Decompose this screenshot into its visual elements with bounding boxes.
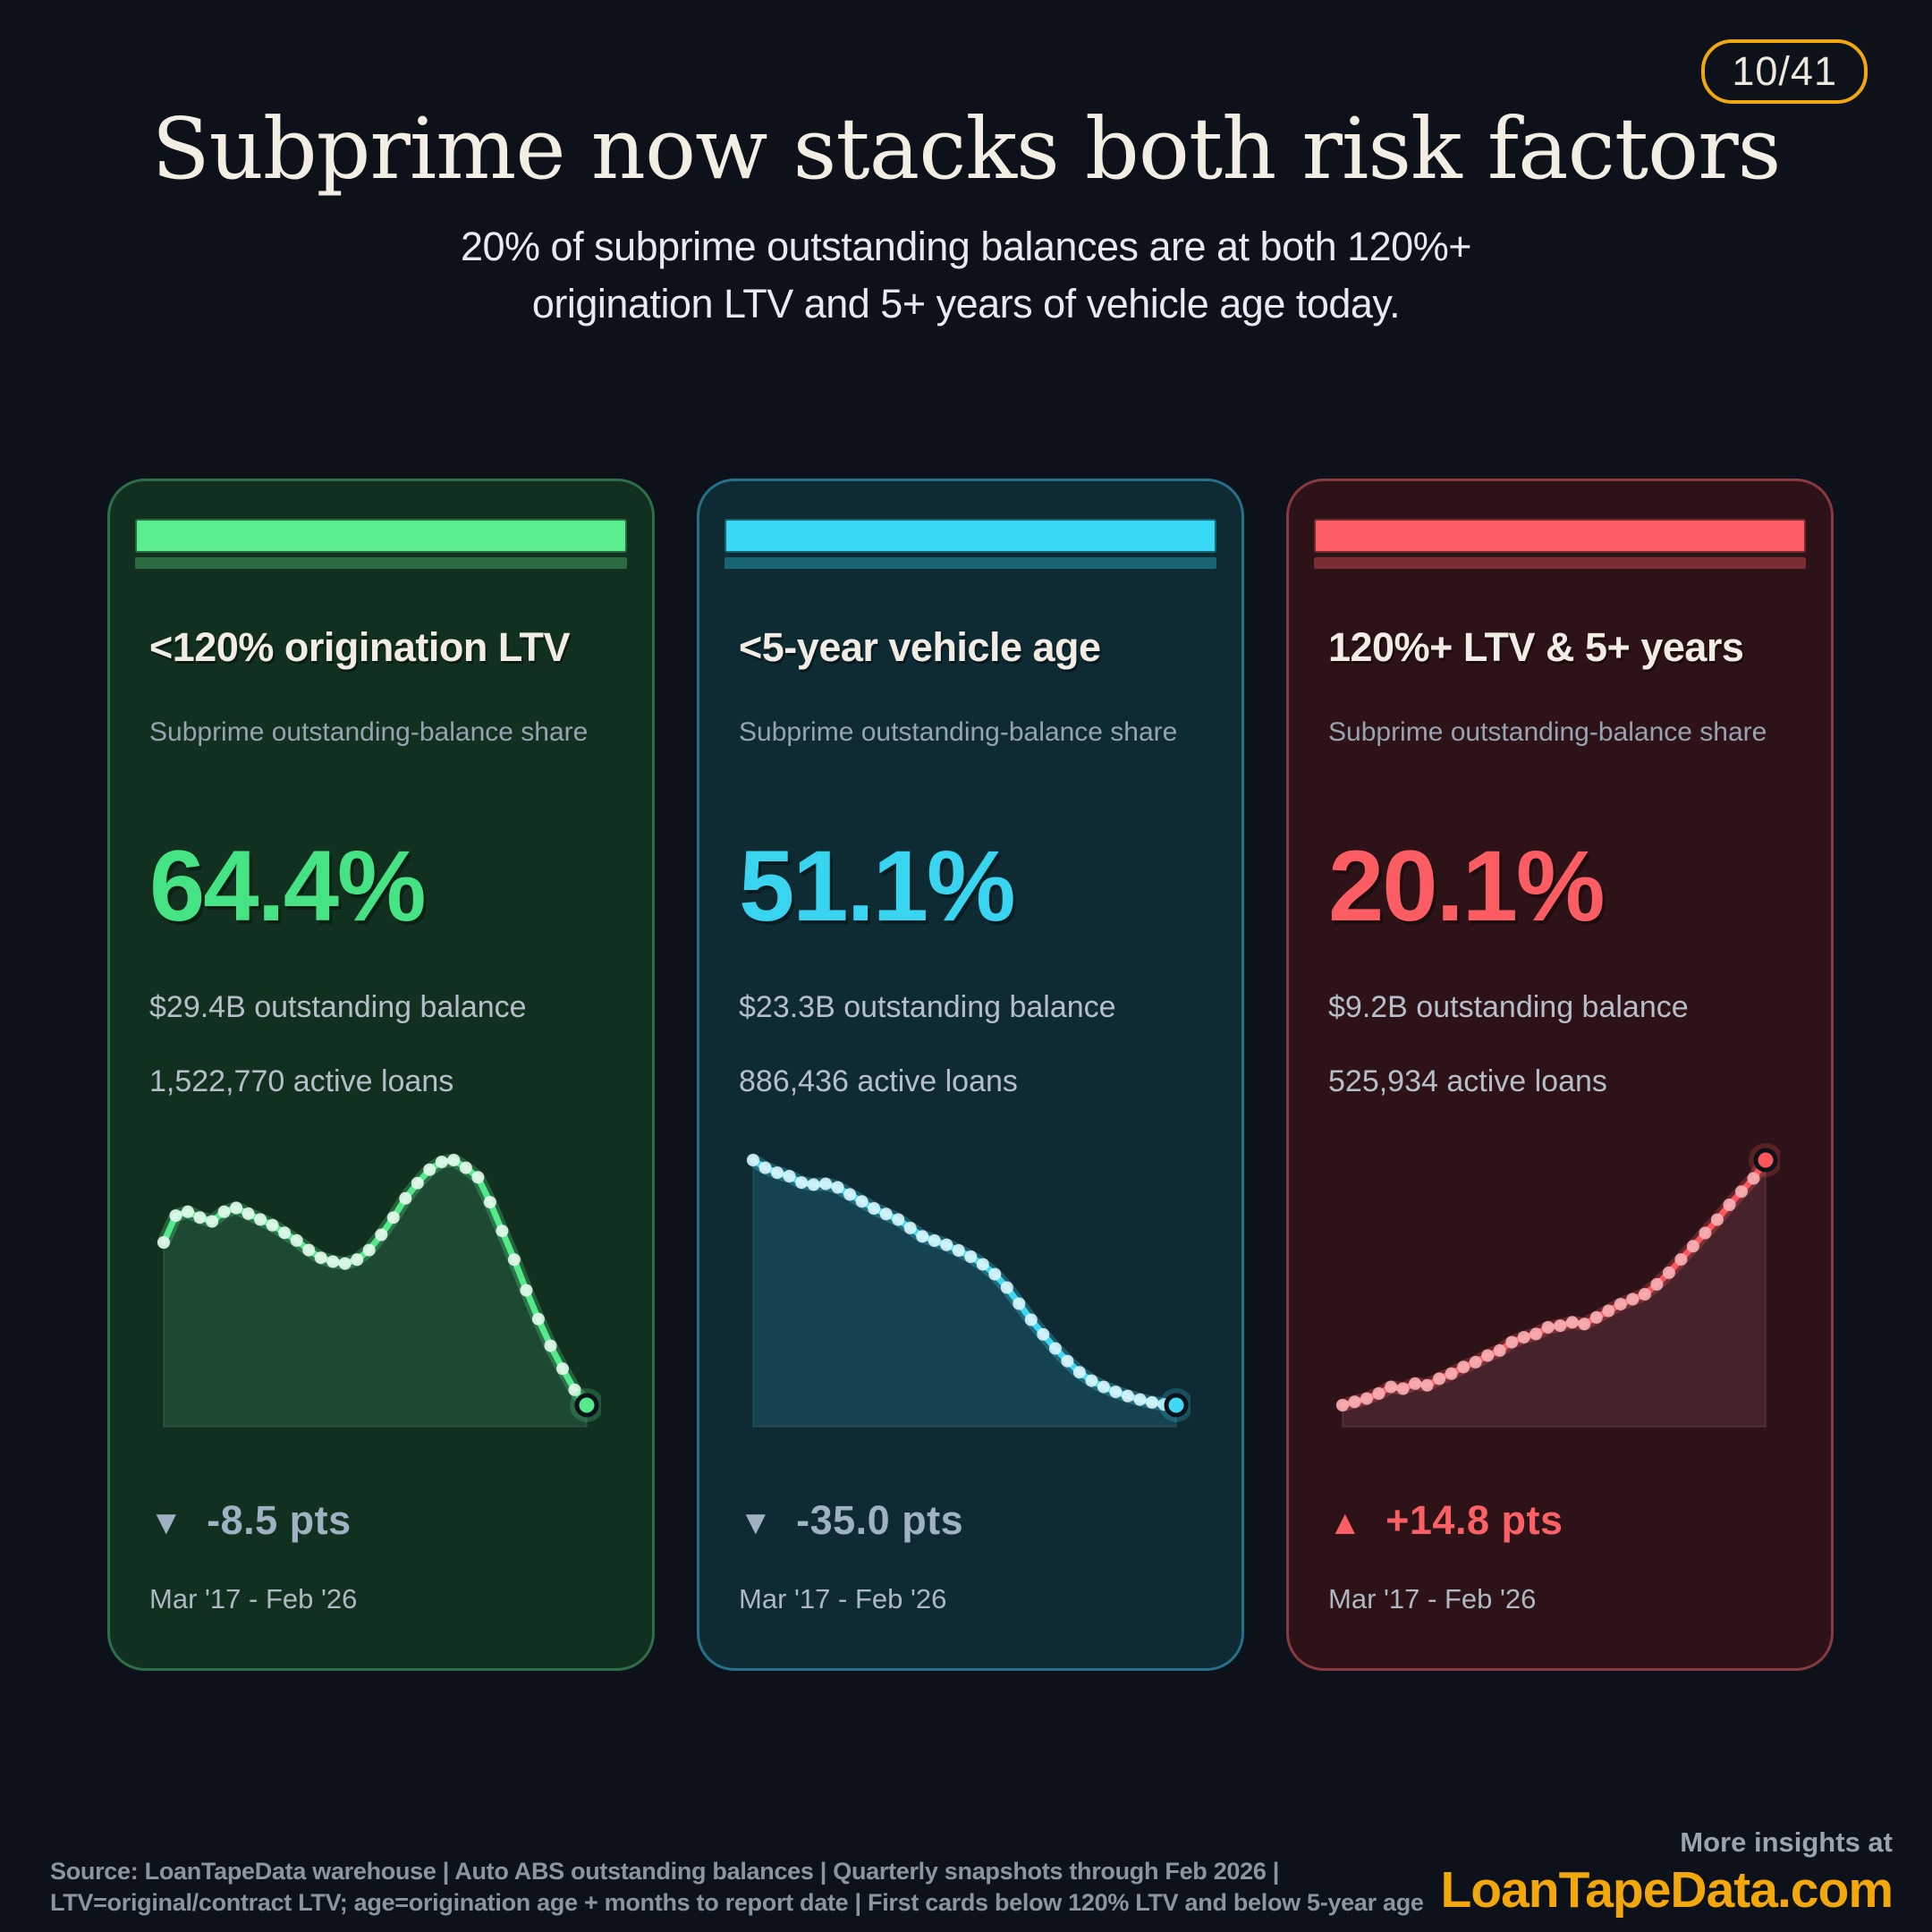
- delta-value: -35.0 pts: [796, 1497, 964, 1543]
- header: Subprime now stacks both risk factors 20…: [0, 0, 1932, 333]
- page-subtitle: 20% of subprime outstanding balances are…: [0, 218, 1932, 333]
- delta-value: +14.8 pts: [1385, 1497, 1563, 1543]
- date-range: Mar '17 - Feb '26: [149, 1583, 358, 1614]
- balance-line: $9.2B outstanding balance: [1328, 990, 1689, 1024]
- stat-card-ltv: <120% origination LTV Subprime outstandi…: [107, 479, 655, 1671]
- accent-bar: [135, 519, 627, 553]
- loans-line: 886,436 active loans: [739, 1064, 1018, 1098]
- balance-line: $23.3B outstanding balance: [739, 990, 1116, 1024]
- delta-row: ▼ -8.5 pts: [149, 1497, 613, 1544]
- card-subtitle: Subprime outstanding-balance share: [149, 717, 589, 747]
- accent-bar-shadow: [135, 557, 627, 569]
- down-arrow-icon: ▼: [739, 1504, 774, 1542]
- metric-value: 51.1%: [739, 830, 1016, 942]
- page-counter-badge: 10/41: [1701, 39, 1868, 104]
- date-range: Mar '17 - Feb '26: [739, 1583, 947, 1614]
- delta-row: ▼ -35.0 pts: [739, 1497, 1202, 1544]
- loans-line: 525,934 active loans: [1328, 1064, 1607, 1098]
- source-note: Source: LoanTapeData warehouse | Auto AB…: [50, 1856, 1424, 1919]
- accent-bar: [724, 519, 1216, 553]
- page-subtitle-line2: origination LTV and 5+ years of vehicle …: [531, 280, 1401, 326]
- footer-branding: More insights at LoanTapeData.com: [1440, 1826, 1894, 1919]
- sparkline-chart: [1335, 1143, 1780, 1428]
- card-title: 120%+ LTV & 5+ years: [1328, 624, 1744, 670]
- card-subtitle: Subprime outstanding-balance share: [739, 717, 1178, 747]
- up-arrow-icon: ▲: [1328, 1504, 1363, 1542]
- card-title: <120% origination LTV: [149, 624, 571, 670]
- metric-value: 64.4%: [149, 830, 427, 942]
- accent-bar-shadow: [1314, 557, 1806, 569]
- sparkline-chart: [746, 1153, 1191, 1428]
- source-note-line2: LTV=original/contract LTV; age=originati…: [50, 1889, 1424, 1917]
- stat-card-vehicle-age: <5-year vehicle age Subprime outstanding…: [697, 479, 1244, 1671]
- down-arrow-icon: ▼: [149, 1504, 184, 1542]
- site-name: LoanTapeData.com: [1440, 1861, 1894, 1919]
- balance-line: $29.4B outstanding balance: [149, 990, 527, 1024]
- card-title: <5-year vehicle age: [739, 624, 1101, 670]
- metric-value: 20.1%: [1328, 830, 1606, 942]
- sparkline-chart: [157, 1153, 601, 1428]
- loans-line: 1,522,770 active loans: [149, 1064, 454, 1098]
- delta-row: ▲ +14.8 pts: [1328, 1497, 1792, 1544]
- source-note-line1: Source: LoanTapeData warehouse | Auto AB…: [50, 1857, 1280, 1885]
- delta-value: -8.5 pts: [207, 1497, 352, 1543]
- accent-bar-shadow: [724, 557, 1216, 569]
- page-subtitle-line1: 20% of subprime outstanding balances are…: [460, 224, 1472, 269]
- more-insights-label: More insights at: [1680, 1826, 1893, 1858]
- page-title: Subprime now stacks both risk factors: [151, 100, 1782, 199]
- date-range: Mar '17 - Feb '26: [1328, 1583, 1537, 1614]
- card-subtitle: Subprime outstanding-balance share: [1328, 717, 1767, 747]
- stat-card-combined-risk: 120%+ LTV & 5+ years Subprime outstandin…: [1286, 479, 1834, 1671]
- accent-bar: [1314, 519, 1806, 553]
- cards-row: <120% origination LTV Subprime outstandi…: [107, 479, 1834, 1671]
